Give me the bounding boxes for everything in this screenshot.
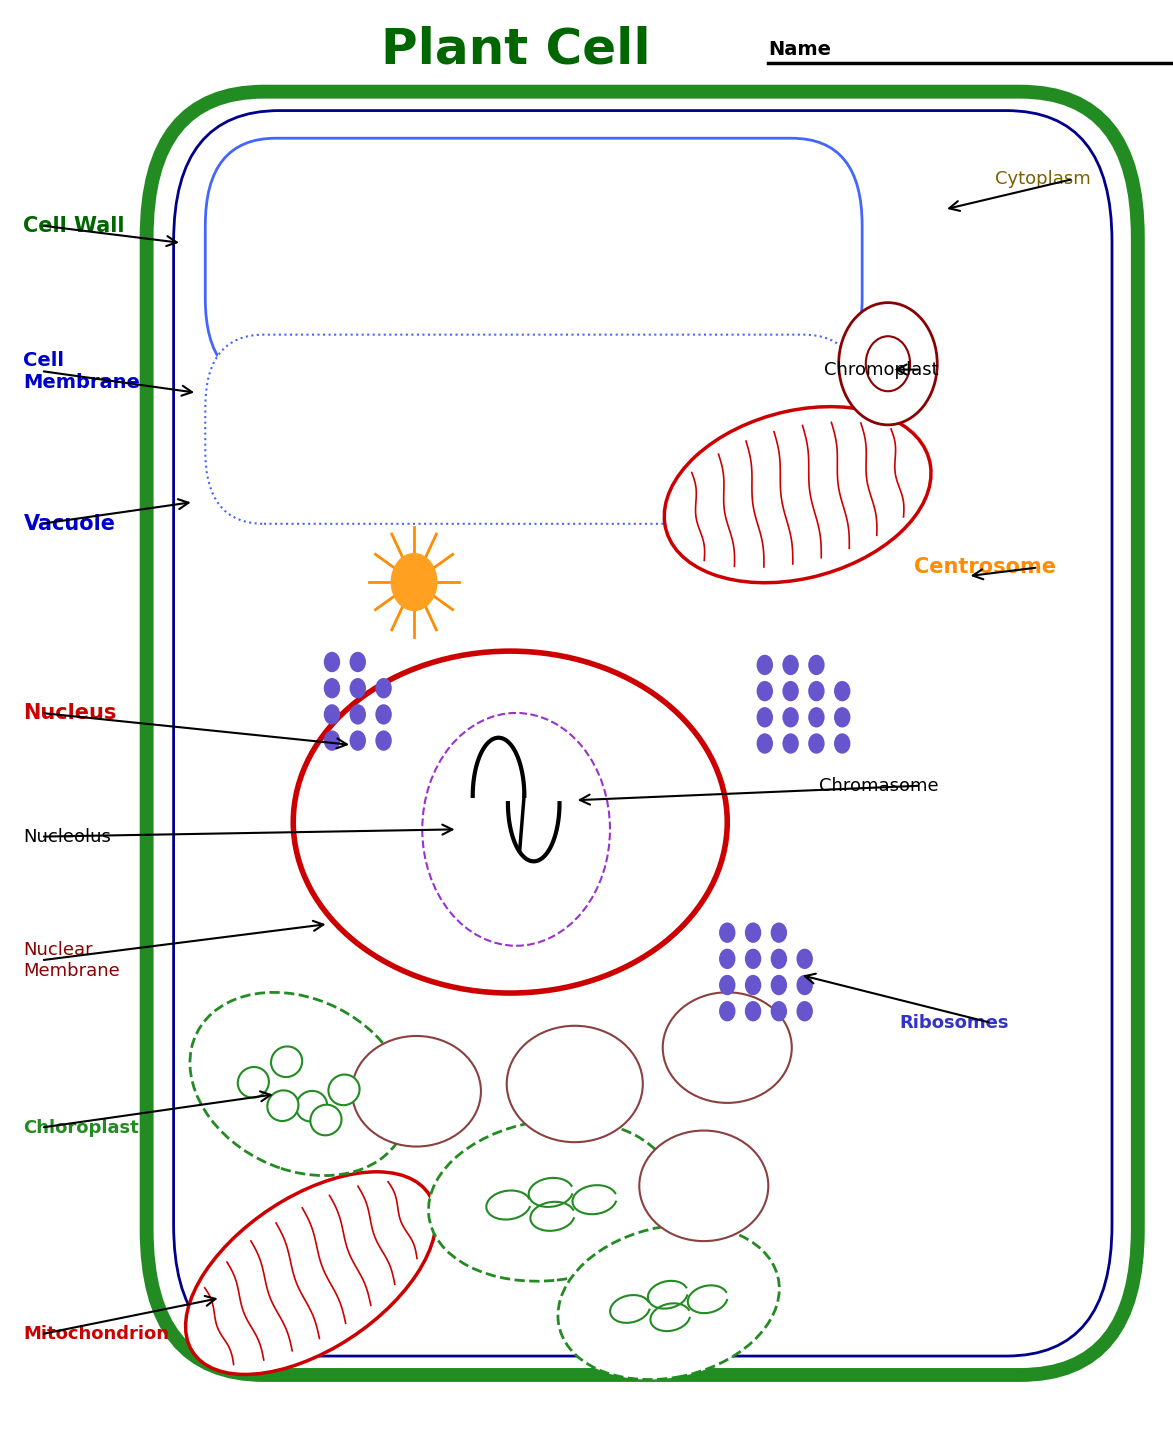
Circle shape <box>745 922 761 943</box>
Text: Chromoplast: Chromoplast <box>823 361 938 378</box>
Circle shape <box>782 733 799 754</box>
Circle shape <box>745 949 761 969</box>
Text: Cytoplasm: Cytoplasm <box>995 170 1091 188</box>
Circle shape <box>757 655 773 675</box>
Circle shape <box>771 1001 787 1021</box>
Circle shape <box>757 681 773 701</box>
Circle shape <box>834 733 850 754</box>
Circle shape <box>719 1001 735 1021</box>
Ellipse shape <box>238 1067 269 1097</box>
Ellipse shape <box>352 1036 481 1147</box>
Circle shape <box>350 652 366 672</box>
Ellipse shape <box>267 1090 298 1120</box>
Circle shape <box>391 553 438 611</box>
Text: Centrosome: Centrosome <box>914 557 1056 578</box>
Circle shape <box>375 704 392 725</box>
Circle shape <box>422 713 610 946</box>
Text: Cell Wall: Cell Wall <box>23 215 126 236</box>
Circle shape <box>796 975 813 995</box>
Circle shape <box>719 975 735 995</box>
Text: Chloroplast: Chloroplast <box>23 1119 140 1136</box>
Text: Nucleolus: Nucleolus <box>23 828 111 845</box>
Circle shape <box>771 949 787 969</box>
FancyBboxPatch shape <box>147 92 1138 1375</box>
Ellipse shape <box>190 992 408 1176</box>
Circle shape <box>782 655 799 675</box>
Circle shape <box>350 730 366 751</box>
Circle shape <box>719 922 735 943</box>
Circle shape <box>839 303 937 425</box>
Ellipse shape <box>293 652 727 992</box>
Circle shape <box>745 1001 761 1021</box>
Ellipse shape <box>185 1171 436 1375</box>
Circle shape <box>757 707 773 728</box>
Circle shape <box>808 707 825 728</box>
Circle shape <box>808 655 825 675</box>
Circle shape <box>808 681 825 701</box>
Ellipse shape <box>664 406 931 583</box>
Circle shape <box>834 707 850 728</box>
Ellipse shape <box>558 1225 779 1379</box>
Text: Ribosomes: Ribosomes <box>900 1014 1009 1032</box>
Circle shape <box>771 975 787 995</box>
Circle shape <box>324 678 340 698</box>
Text: Vacuole: Vacuole <box>23 514 115 534</box>
Circle shape <box>796 949 813 969</box>
Circle shape <box>719 949 735 969</box>
Circle shape <box>375 678 392 698</box>
Circle shape <box>745 975 761 995</box>
Circle shape <box>808 733 825 754</box>
Circle shape <box>324 652 340 672</box>
Text: Plant Cell: Plant Cell <box>381 26 651 73</box>
Ellipse shape <box>328 1075 360 1106</box>
Circle shape <box>834 681 850 701</box>
Circle shape <box>350 704 366 725</box>
Ellipse shape <box>271 1046 303 1077</box>
Ellipse shape <box>507 1026 643 1142</box>
Ellipse shape <box>311 1104 341 1135</box>
Circle shape <box>375 730 392 751</box>
Ellipse shape <box>639 1131 768 1241</box>
Text: Mitochondrion: Mitochondrion <box>23 1326 169 1343</box>
Text: Nuclear
Membrane: Nuclear Membrane <box>23 941 120 979</box>
Ellipse shape <box>663 992 792 1103</box>
Ellipse shape <box>428 1119 674 1282</box>
Circle shape <box>324 704 340 725</box>
Text: Nucleus: Nucleus <box>23 703 117 723</box>
FancyBboxPatch shape <box>205 138 862 386</box>
Circle shape <box>757 733 773 754</box>
Circle shape <box>796 1001 813 1021</box>
Circle shape <box>782 707 799 728</box>
Text: Chromasome: Chromasome <box>819 777 938 794</box>
Text: Name: Name <box>768 39 832 60</box>
Circle shape <box>866 336 910 391</box>
Circle shape <box>350 678 366 698</box>
Ellipse shape <box>296 1091 327 1122</box>
Circle shape <box>324 730 340 751</box>
Circle shape <box>771 922 787 943</box>
FancyBboxPatch shape <box>205 335 862 524</box>
Circle shape <box>782 681 799 701</box>
Text: Cell
Membrane: Cell Membrane <box>23 351 141 391</box>
